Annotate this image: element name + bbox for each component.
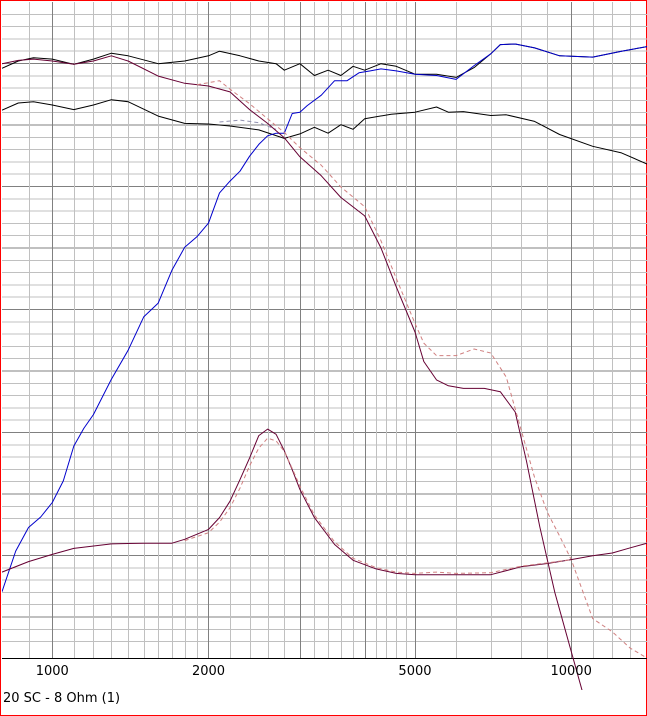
x-tick-label: 2000 [192,664,225,679]
series-line-8 [184,437,572,574]
horizontal-gridlines [2,13,647,643]
series-line-5 [2,55,583,690]
series-line-3 [219,119,277,130]
chart-caption: 20 SC - 8 Ohm (1) [3,691,121,706]
x-tick-label: 10000 [550,664,591,679]
series-line-7 [2,428,647,576]
vertical-gridlines [2,2,647,659]
series-line-1 [2,43,647,78]
series-line-6 [196,80,647,659]
x-tick-labels: 1000 2000 5000 10000 [36,664,592,679]
x-tick-label: 5000 [398,664,431,679]
series-line-2 [2,99,647,165]
series-line-4 [2,43,647,592]
series-layer [2,43,647,690]
response-plot: 1000 2000 5000 10000 [2,2,647,690]
x-tick-label: 1000 [36,664,69,679]
